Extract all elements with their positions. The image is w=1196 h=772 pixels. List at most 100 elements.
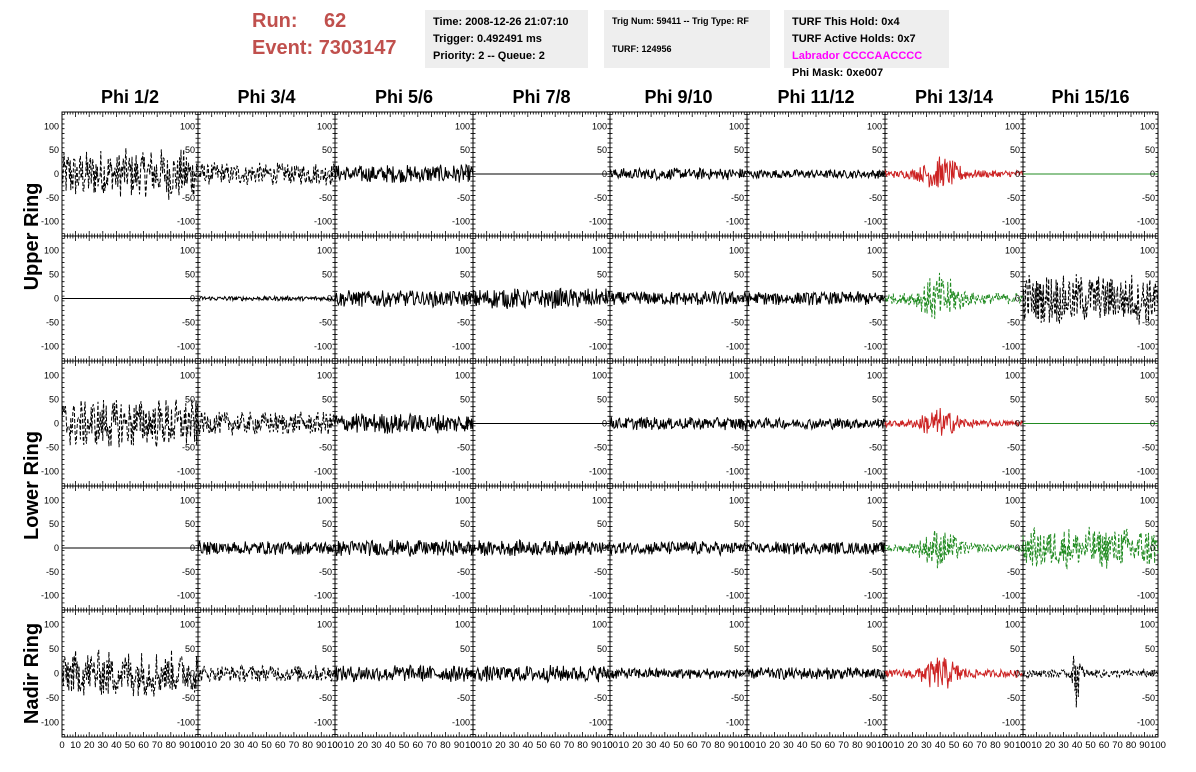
time-info-box: Time: 2008-12-26 21:07:10 Trigger: 0.492… [425,10,588,68]
y-tick-label: -50 [1142,193,1155,203]
x-tick-label: 80 [1126,740,1137,751]
y-tick-label: 0 [1015,169,1020,179]
y-tick-label: -100 [864,467,882,477]
waveform-trace [334,290,474,309]
x-tick-label: 100 [739,740,755,751]
x-tick-label: 70 [152,740,163,751]
x-tick-label: 100 [602,740,618,751]
waveform-panel [61,609,199,738]
y-tick-label: -100 [864,591,882,601]
y-tick-label: 100 [867,495,882,505]
y-tick-label: 0 [54,543,59,553]
y-tick-label: 100 [44,245,59,255]
x-tick-label: 10 [206,740,217,751]
y-tick-label: -50 [1142,318,1155,328]
x-tick-label: 100 [465,740,481,751]
turf-text: TURF: 124956 [612,44,672,54]
y-tick-label: -50 [319,443,332,453]
y-tick-label: 100 [592,370,607,380]
priority-text: Priority: 2 -- Queue: 2 [433,50,545,62]
y-tick-label: -50 [731,443,744,453]
y-tick-label: 50 [1010,644,1020,654]
y-tick-label: 0 [739,294,744,304]
y-tick-label: -50 [182,443,195,453]
waveform-trace [609,416,748,431]
y-tick-label: -50 [457,318,470,328]
y-tick-label: -50 [594,193,607,203]
y-tick-label: -50 [1142,567,1155,577]
panel-ticks [472,361,611,486]
y-tick-label: 0 [327,543,332,553]
y-tick-label: -50 [46,193,59,203]
panel-ticks [746,486,886,610]
panel-ticks [609,361,748,486]
panel-ticks [472,610,611,737]
x-tick-label: 100 [877,740,893,751]
panel-ticks [334,486,474,610]
panel-ticks [472,112,611,236]
x-tick-label: 60 [275,740,286,751]
y-tick-label: 100 [1140,495,1155,505]
waveform-panel [609,111,748,237]
y-tick-label: -50 [457,567,470,577]
trigger-text: Trigger: 0.492491 ms [433,33,542,45]
panel-ticks [746,610,886,737]
waveform-panel [197,485,336,611]
x-tick-label: 90 [454,740,465,751]
y-tick-label: 100 [317,245,332,255]
y-tick-label: 0 [602,543,607,553]
panel-ticks [884,610,1024,737]
panel-ticks [609,610,748,737]
y-tick-label: 100 [1140,121,1155,131]
column-header: Phi 9/10 [644,87,712,107]
phi-mask-text: Phi Mask: 0xe007 [792,67,884,79]
trigger-info-box: Trig Num: 59411 -- Trig Type: RF TURF: 1… [604,10,770,68]
waveform-trace [884,272,1024,319]
y-tick-label: 0 [54,169,59,179]
panel-ticks [1022,610,1159,737]
waveform-trace [609,540,748,557]
y-tick-label: 100 [180,370,195,380]
y-tick-label: 0 [877,419,882,429]
y-tick-label: -100 [1137,217,1155,227]
turf-active-holds-text: TURF Active Holds: 0x7 [792,33,916,45]
row-label: Nadir Ring [21,623,43,724]
x-tick-label: 30 [509,740,520,751]
y-tick-label: 0 [327,169,332,179]
y-tick-label: -100 [314,217,332,227]
y-tick-label: 100 [180,495,195,505]
y-tick-label: 50 [185,644,195,654]
x-tick-label: 80 [440,740,451,751]
x-tick-label: 80 [577,740,588,751]
waveform-panel [884,111,1024,237]
y-tick-label: -100 [177,342,195,352]
y-tick-label: -50 [1142,693,1155,703]
waveform-panel [1022,360,1159,487]
y-tick-label: 0 [602,669,607,679]
y-tick-label: 0 [465,169,470,179]
panel-ticks [61,236,199,361]
y-tick-label: -100 [41,717,59,727]
x-tick-label: 20 [84,740,95,751]
y-tick-label: -50 [182,567,195,577]
y-tick-label: 100 [1140,245,1155,255]
y-tick-label: 0 [877,543,882,553]
x-tick-label: 50 [673,740,684,751]
y-tick-label: -100 [726,342,744,352]
y-tick-label: -50 [182,193,195,203]
row-label: Upper Ring [21,183,43,291]
y-tick-label: 50 [460,269,470,279]
y-tick-label: -50 [319,318,332,328]
x-tick-label: 10 [756,740,767,751]
waveform-trace [746,168,886,180]
y-tick-label: 0 [327,419,332,429]
x-tick-label: 70 [976,740,987,751]
panel-frame [61,360,199,487]
y-tick-label: 50 [597,644,607,654]
panel-ticks [609,236,748,361]
y-tick-label: -100 [314,342,332,352]
y-tick-label: -100 [452,591,470,601]
y-tick-label: -100 [864,342,882,352]
x-tick-label: 60 [413,740,424,751]
waveform-trace [472,664,611,684]
